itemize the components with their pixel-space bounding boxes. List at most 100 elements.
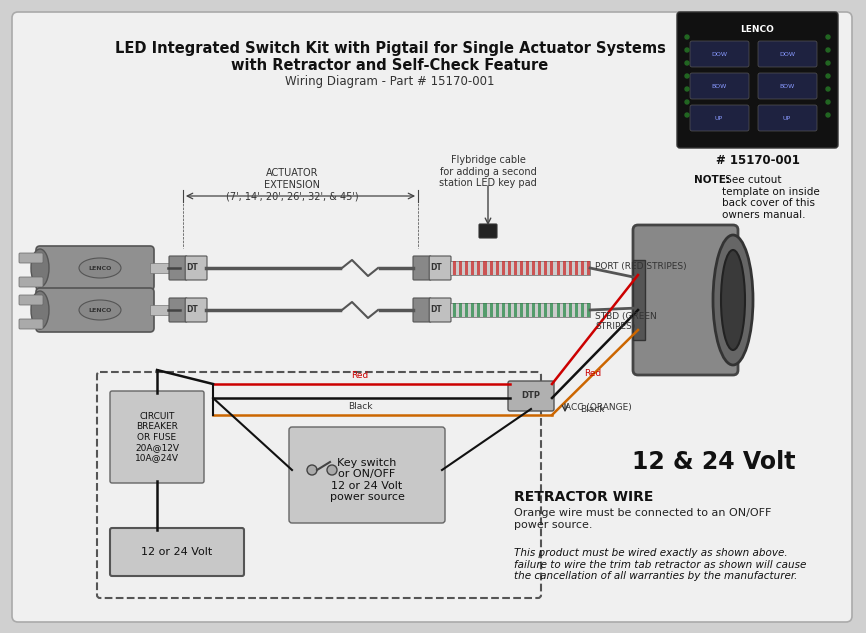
Bar	[453, 303, 456, 317]
Text: CIRCUIT
BREAKER
OR FUSE
20A@12V
10A@24V: CIRCUIT BREAKER OR FUSE 20A@12V 10A@24V	[135, 411, 179, 462]
FancyBboxPatch shape	[185, 256, 207, 280]
FancyBboxPatch shape	[289, 427, 445, 523]
Bar	[551, 303, 553, 317]
FancyBboxPatch shape	[413, 256, 431, 280]
Bar	[514, 261, 517, 275]
Circle shape	[685, 61, 689, 65]
Bar	[453, 261, 456, 275]
Text: # 15170-001: # 15170-001	[715, 153, 799, 166]
FancyBboxPatch shape	[479, 224, 497, 238]
Bar	[533, 261, 535, 275]
Bar	[575, 303, 578, 317]
FancyBboxPatch shape	[19, 277, 43, 287]
Bar	[539, 261, 541, 275]
FancyBboxPatch shape	[677, 12, 838, 148]
Text: 12 & 24 Volt: 12 & 24 Volt	[632, 450, 796, 474]
Text: Wiring Diagram - Part # 15170-001: Wiring Diagram - Part # 15170-001	[285, 75, 494, 89]
FancyBboxPatch shape	[110, 528, 244, 576]
Bar	[520, 261, 523, 275]
FancyBboxPatch shape	[12, 12, 852, 622]
Text: UP: UP	[783, 115, 791, 120]
Bar	[557, 261, 559, 275]
FancyBboxPatch shape	[36, 246, 154, 290]
FancyBboxPatch shape	[690, 105, 749, 131]
Ellipse shape	[713, 235, 753, 365]
FancyBboxPatch shape	[758, 73, 817, 99]
Text: DOW: DOW	[711, 51, 727, 56]
Text: LENCO: LENCO	[88, 308, 112, 313]
FancyBboxPatch shape	[169, 256, 187, 280]
Bar	[526, 261, 529, 275]
Text: UP: UP	[715, 115, 723, 120]
Bar	[483, 303, 487, 317]
Text: Black: Black	[580, 405, 604, 414]
Bar	[581, 261, 584, 275]
Bar	[581, 303, 584, 317]
Ellipse shape	[31, 249, 49, 287]
Text: STBD (GREEN
STRIPES): STBD (GREEN STRIPES)	[595, 312, 656, 332]
Ellipse shape	[31, 291, 49, 329]
Bar	[471, 303, 475, 317]
Circle shape	[685, 113, 689, 117]
FancyBboxPatch shape	[110, 391, 204, 483]
FancyBboxPatch shape	[150, 305, 180, 315]
Bar	[507, 261, 511, 275]
Text: DT: DT	[186, 263, 197, 272]
FancyBboxPatch shape	[633, 225, 738, 375]
Text: with Retractor and Self-Check Feature: with Retractor and Self-Check Feature	[231, 58, 549, 73]
Text: DT: DT	[430, 263, 442, 272]
Bar	[489, 261, 493, 275]
Circle shape	[826, 74, 830, 78]
Text: LENCO: LENCO	[88, 265, 112, 270]
Bar	[450, 261, 590, 275]
Bar	[465, 303, 469, 317]
Bar	[450, 303, 590, 317]
Circle shape	[826, 87, 830, 91]
FancyBboxPatch shape	[19, 295, 43, 305]
Ellipse shape	[79, 258, 121, 278]
FancyBboxPatch shape	[758, 41, 817, 67]
Circle shape	[685, 100, 689, 104]
Circle shape	[307, 465, 317, 475]
FancyBboxPatch shape	[690, 73, 749, 99]
FancyBboxPatch shape	[19, 319, 43, 329]
Bar	[551, 261, 553, 275]
Text: PORT (RED STRIPES): PORT (RED STRIPES)	[595, 263, 687, 272]
Bar	[545, 303, 547, 317]
Ellipse shape	[79, 300, 121, 320]
FancyBboxPatch shape	[36, 288, 154, 332]
Text: Red: Red	[352, 371, 369, 380]
Circle shape	[685, 74, 689, 78]
Bar	[501, 303, 505, 317]
Bar	[459, 303, 462, 317]
FancyBboxPatch shape	[169, 298, 187, 322]
Bar	[459, 261, 462, 275]
Text: LED Integrated Switch Kit with Pigtail for Single Actuator Systems: LED Integrated Switch Kit with Pigtail f…	[114, 41, 665, 56]
Circle shape	[826, 113, 830, 117]
Text: LENCO: LENCO	[740, 25, 774, 34]
Bar	[483, 261, 487, 275]
Circle shape	[685, 35, 689, 39]
Circle shape	[826, 61, 830, 65]
Bar	[587, 303, 590, 317]
Text: RETRACTOR WIRE: RETRACTOR WIRE	[514, 490, 653, 504]
Ellipse shape	[721, 250, 745, 350]
Bar	[587, 261, 590, 275]
Circle shape	[826, 48, 830, 52]
Bar	[501, 261, 505, 275]
Circle shape	[685, 48, 689, 52]
Circle shape	[826, 35, 830, 39]
Text: BOW: BOW	[711, 84, 727, 89]
Bar	[533, 303, 535, 317]
Text: BOW: BOW	[779, 84, 795, 89]
Bar	[569, 303, 572, 317]
Text: DOW: DOW	[779, 51, 795, 56]
Text: This product must be wired exactly as shown above.
failure to wire the trim tab : This product must be wired exactly as sh…	[514, 548, 806, 581]
Text: See cutout
template on inside
back cover of this
owners manual.: See cutout template on inside back cover…	[722, 175, 820, 220]
Text: ACC (ORANGE): ACC (ORANGE)	[565, 403, 632, 412]
Bar	[557, 303, 559, 317]
Bar	[489, 303, 493, 317]
Bar	[569, 261, 572, 275]
Bar	[477, 303, 481, 317]
Circle shape	[685, 87, 689, 91]
